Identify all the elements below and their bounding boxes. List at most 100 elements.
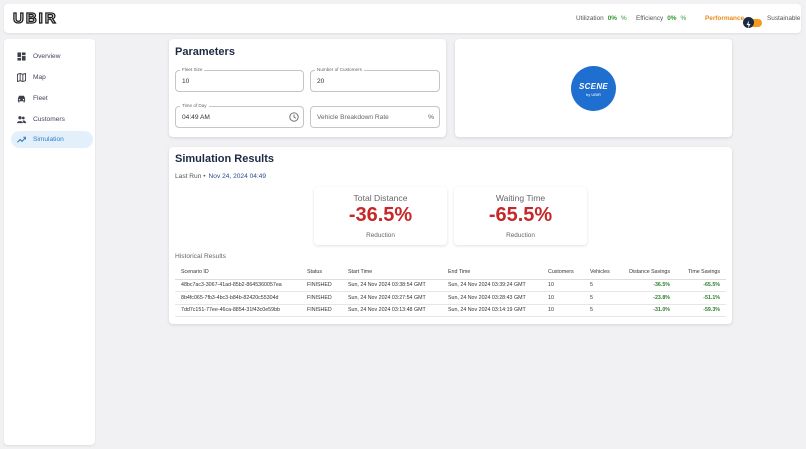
end-time-cell: Sun, 24 Nov 2024 03:39:24 GMT [442,279,542,292]
number-of-customers-value: 20 [317,78,325,85]
sidebar-item-overview[interactable]: Overview [11,48,93,65]
distance-savings-cell: -31.0% [617,304,676,317]
total-distance-metric: Total Distance -36.5% Reduction [314,187,447,245]
number-of-customers-field[interactable]: Number of Customers 20 [310,67,440,92]
time-of-day-label: Time of Day [180,103,209,108]
customers-cell: 10 [542,291,584,305]
sidebar-item-simulation[interactable]: Simulation [11,131,93,148]
status-cell: FINISHED [301,304,342,317]
time-savings-cell: -51.1% [676,291,726,305]
sidebar-item-label: Fleet [33,95,48,102]
time-of-day-value: 04:49 AM [182,114,210,121]
sidebar: Overview Map Fleet Customers Simulation [4,39,95,445]
parameters-card: Parameters Fleet Size 10 Number of Custo… [169,39,446,137]
sidebar-item-customers[interactable]: Customers [11,111,93,128]
top-bar: UBIR Utilization 0%% Efficiency 0%% Perfor… [4,4,801,33]
sidebar-item-map[interactable]: Map [11,69,93,86]
start-time-cell: Sun, 24 Nov 2024 03:13:48 GMT [342,304,442,317]
table-header-row: Scenario ID Status Start Time End Time C… [175,266,726,280]
scenario-id-cell: 7dd7c151-77ee-46ca-8854-31f43c0e59bb [175,304,301,317]
car-icon [17,95,26,103]
efficiency-stat: Efficiency 0%% [636,15,686,22]
customers-cell: 10 [542,279,584,292]
time-of-day-field[interactable]: Time of Day 04:49 AM [175,103,304,128]
efficiency-label: Efficiency [636,15,664,22]
scene-logo: SCENE by UBIR [571,66,616,111]
vehicles-cell: 5 [584,279,617,292]
sidebar-item-label: Simulation [33,136,64,143]
column-header-distance-savings[interactable]: Distance Savings [617,266,676,280]
column-header-status[interactable]: Status [301,266,342,280]
waiting-time-metric: Waiting Time -65.5% Reduction [454,187,587,245]
last-run: Last Run • Nov 24, 2024 04:49 [175,173,266,180]
customers-cell: 10 [542,304,584,317]
toggle-track [749,19,762,27]
map-icon [17,73,26,82]
metric-subtitle: Reduction [366,232,395,239]
fleet-size-value: 10 [182,78,190,85]
vehicle-breakdown-rate-placeholder: Vehicle Breakdown Rate [317,114,389,121]
scenario-id-cell: 8b4fc065-7fb3-4bc3-b84b-82420c55304d [175,291,301,305]
trending-icon [17,136,26,143]
vehicles-cell: 5 [584,291,617,305]
people-icon [17,116,26,124]
column-header-end-time[interactable]: End Time [442,266,542,280]
start-time-cell: Sun, 24 Nov 2024 03:27:54 GMT [342,291,442,305]
time-savings-cell: -59.3% [676,304,726,317]
distance-savings-cell: -23.8% [617,291,676,305]
scenario-id-cell: 48bc7ac3-3067-41ad-85b2-8645360057ea [175,279,301,292]
sidebar-item-label: Customers [33,116,65,123]
sustainable-label: Sustainable [767,15,801,22]
metric-title: Waiting Time [495,193,546,203]
table-row[interactable]: 7dd7c151-77ee-46ca-8854-31f43c0e59bb FIN… [175,304,726,317]
dashboard-icon [17,52,26,61]
metric-subtitle: Reduction [506,232,535,239]
start-time-cell: Sun, 24 Nov 2024 03:38:54 GMT [342,279,442,292]
clock-icon[interactable] [289,112,299,122]
historical-results-table: Scenario ID Status Start Time End Time C… [175,266,726,317]
parameters-title: Parameters [175,46,235,58]
utilization-unit: % [620,15,627,22]
svg-text:UBIR: UBIR [13,10,58,25]
scene-logo-title: SCENE [578,82,609,91]
sidebar-item-fleet[interactable]: Fleet [11,90,93,107]
table-row[interactable]: 8b4fc065-7fb3-4bc3-b84b-82420c55304d FIN… [175,291,726,305]
vehicle-breakdown-rate-field[interactable]: Vehicle Breakdown Rate % [310,106,440,128]
historical-results-label: Historical Results [175,253,226,260]
metric-title: Total Distance [353,193,408,203]
utilization-stat: Utilization 0%% [576,15,627,22]
fleet-size-label: Fleet Size [180,67,205,72]
metric-value: -36.5% [348,204,413,226]
distance-savings-cell: -36.5% [617,279,676,292]
ubir-logo[interactable]: UBIR [13,10,79,25]
performance-sustainable-toggle[interactable] [743,17,762,29]
efficiency-value: 0% [667,15,677,22]
end-time-cell: Sun, 24 Nov 2024 03:14:19 GMT [442,304,542,317]
column-header-time-savings[interactable]: Time Savings [676,266,726,280]
scene-logo-subtitle: by UBIR [586,92,601,97]
column-header-vehicles[interactable]: Vehicles [584,266,617,280]
simulation-results-title: Simulation Results [175,153,275,165]
performance-label: Performance [705,15,745,22]
efficiency-unit: % [680,15,687,22]
status-cell: FINISHED [301,291,342,305]
column-header-start-time[interactable]: Start Time [342,266,442,280]
vehicle-breakdown-rate-unit: % [428,114,434,121]
sidebar-item-label: Map [33,74,46,81]
table-row[interactable]: 48bc7ac3-3067-41ad-85b2-8645360057ea FIN… [175,279,726,292]
utilization-label: Utilization [576,15,604,22]
utilization-value: 0% [607,15,617,22]
last-run-date: Nov 24, 2024 04:49 [208,173,267,180]
time-savings-cell: -65.5% [676,279,726,292]
sidebar-item-label: Overview [33,53,61,60]
column-header-customers[interactable]: Customers [542,266,584,280]
toggle-knob-bolt-icon [743,17,754,29]
last-run-label: Last Run • [175,173,206,180]
end-time-cell: Sun, 24 Nov 2024 03:28:43 GMT [442,291,542,305]
column-header-scenario-id[interactable]: Scenario ID [175,266,301,280]
status-cell: FINISHED [301,279,342,292]
vehicles-cell: 5 [584,304,617,317]
metric-value: -65.5% [488,204,553,226]
fleet-size-field[interactable]: Fleet Size 10 [175,67,304,92]
number-of-customers-label: Number of Customers [315,67,364,72]
